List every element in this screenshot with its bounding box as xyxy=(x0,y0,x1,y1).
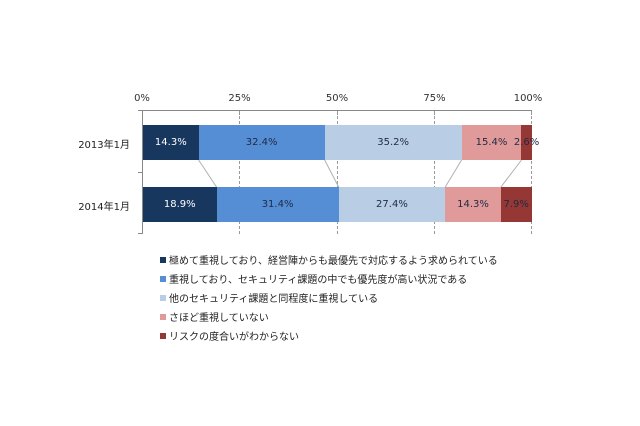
legend-item: 重視しており、セキュリティ課題の中でも優先度が高い状況である xyxy=(160,271,467,286)
bar-segment: 32.4% xyxy=(198,125,325,160)
x-tick-label-100: 100% xyxy=(513,93,543,104)
legend-swatch-icon xyxy=(160,332,166,339)
bar-segment: 14.3% xyxy=(445,187,501,222)
bar-segment: 35.2% xyxy=(324,125,462,160)
legend-item: リスクの度合いがわからない xyxy=(160,328,299,343)
category-label-2014: 2014年1月 xyxy=(78,202,130,213)
legend-label: 他のセキュリティ課題と同程度に重視している xyxy=(169,294,379,305)
data-label: 31.4% xyxy=(261,199,294,210)
legend-label: さほど重視していない xyxy=(169,313,269,324)
data-label: 32.4% xyxy=(245,137,278,148)
bar-segment: 14.3% xyxy=(143,125,199,160)
legend-item: さほど重視していない xyxy=(160,309,269,324)
data-label: 35.2% xyxy=(377,137,409,148)
legend-item: 他のセキュリティ課題と同程度に重視している xyxy=(160,290,378,305)
data-label: 14.3% xyxy=(154,137,187,148)
data-label: 27.4% xyxy=(376,199,408,210)
legend-label: 重視しており、セキュリティ課題の中でも優先度が高い状況である xyxy=(169,275,468,286)
legend-swatch-icon xyxy=(160,294,166,301)
legend-label: 極めて重視しており、経営陣からも最優先で対応するよう求められている xyxy=(169,256,498,267)
y-axis-line xyxy=(142,110,143,234)
gridline-75 xyxy=(434,111,435,234)
x-tick-label-50: 50% xyxy=(325,93,349,104)
y-axis-tick xyxy=(138,110,142,111)
bar-segment: 7.9% xyxy=(500,187,532,222)
gridline-100 xyxy=(531,111,532,234)
bar-segment: 18.9% xyxy=(143,187,217,222)
bar-segment: 2.6% xyxy=(514,125,539,160)
legend-swatch-icon xyxy=(160,313,166,320)
data-label: 2.6% xyxy=(513,137,540,148)
bar-segment: 27.4% xyxy=(338,187,446,222)
data-label: 15.4% xyxy=(475,137,508,148)
bar-segment: 15.4% xyxy=(461,125,522,160)
y-axis-tick xyxy=(138,233,142,234)
data-label: 14.3% xyxy=(457,199,489,210)
bar-2013: 14.3% 32.4% 35.2% 15.4% 2.6% xyxy=(143,125,539,160)
legend-swatch-icon xyxy=(160,256,166,263)
data-label: 7.9% xyxy=(503,199,529,210)
gridline-25 xyxy=(239,111,240,234)
y-axis-tick xyxy=(138,172,142,173)
data-label: 18.9% xyxy=(163,199,196,210)
gridline-50 xyxy=(337,111,338,234)
bar-2014: 18.9% 31.4% 27.4% 14.3% 7.9% xyxy=(143,187,532,222)
legend-label: リスクの度合いがわからない xyxy=(169,332,299,343)
x-tick-label-0: 0% xyxy=(134,93,150,104)
x-tick-label-75: 75% xyxy=(423,93,446,104)
x-tick-label-25: 25% xyxy=(228,93,251,104)
bar-segment: 31.4% xyxy=(216,187,339,222)
legend-swatch-icon xyxy=(160,275,166,282)
legend-item: 極めて重視しており、経営陣からも最優先で対応するよう求められている xyxy=(160,252,498,267)
category-label-2013: 2013年1月 xyxy=(78,140,130,151)
